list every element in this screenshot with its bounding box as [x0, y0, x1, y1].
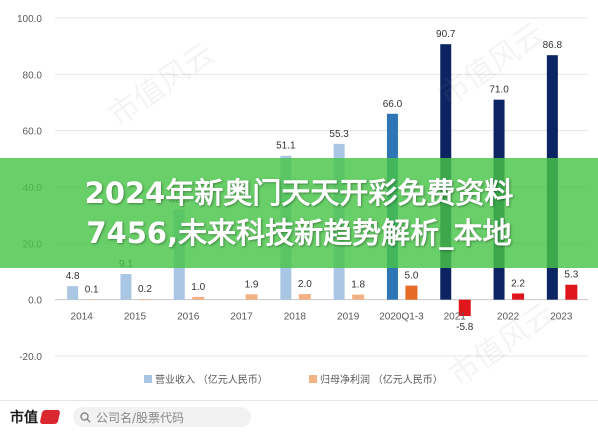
revenue-bar: [67, 286, 78, 300]
legend: 营业收入 （亿元人民币） 归母净利润 （亿元人民币）: [144, 373, 443, 386]
search-input[interactable]: 公司名/股票代码: [73, 407, 251, 427]
profit-bar: [192, 297, 204, 300]
profit-bar: [299, 294, 311, 300]
profit-value-label: 1.8: [351, 280, 365, 291]
profit-bar: [512, 293, 524, 299]
x-tick-label: 2023: [550, 312, 573, 323]
x-tick-label: 2016: [177, 312, 200, 323]
profit-value-label: 5.3: [564, 270, 578, 281]
revenue-value-label: 4.8: [66, 271, 80, 282]
search-placeholder: 公司名/股票代码: [96, 409, 184, 426]
x-tick-label: 2018: [284, 312, 307, 323]
x-tick-label: 2015: [124, 312, 147, 323]
brand-logo[interactable]: 市值: [10, 407, 59, 427]
x-tick-label: 2017: [230, 312, 253, 323]
y-tick-label: 0.0: [28, 296, 42, 307]
banner-line-2: 7456,未来科技新趋势解析_本地: [86, 213, 511, 253]
profit-value-label: 2.2: [511, 278, 525, 289]
brand-mark-icon: [40, 410, 61, 424]
profit-value-label: 1.9: [245, 279, 259, 290]
footer-bar: 市值 公司名/股票代码: [0, 400, 598, 433]
profit-value-label: -5.8: [456, 322, 474, 333]
legend-label-profit: 归母净利润 （亿元人民币）: [320, 373, 443, 386]
legend-label-revenue: 营业收入 （亿元人民币）: [155, 373, 268, 386]
profit-bar: [352, 295, 364, 300]
overlay-banner: 2024年新奥门天天开彩免费资料 7456,未来科技新趋势解析_本地: [0, 158, 598, 268]
profit-value-label: 0.2: [138, 284, 152, 295]
revenue-value-label: 90.7: [436, 29, 456, 40]
search-icon: [80, 412, 91, 423]
x-axis-ticks: 2014 2015 2016 2017 2018 2019 2020Q1-3 2021 2022…: [71, 312, 573, 323]
revenue-value-label: 66.0: [383, 99, 403, 110]
revenue-value-label: 71.0: [489, 85, 509, 96]
revenue-value-label: 51.1: [276, 141, 296, 152]
x-tick-label: 2019: [337, 312, 360, 323]
legend-swatch-revenue: [144, 375, 152, 383]
profit-value-label: 1.0: [191, 282, 205, 293]
revenue-bar: [120, 274, 131, 300]
profit-bar: [246, 294, 258, 299]
banner-line-1: 2024年新奥门天天开彩免费资料: [85, 173, 514, 213]
profit-bar: [405, 286, 417, 300]
profit-bar: [139, 299, 151, 300]
y-tick-label: 80.0: [23, 70, 43, 81]
legend-swatch-profit: [309, 375, 317, 383]
profit-value-label: 5.0: [404, 271, 418, 282]
x-tick-label: 2021: [444, 312, 467, 323]
profit-bar: [565, 285, 577, 300]
revenue-value-label: 55.3: [329, 129, 349, 140]
x-tick-label: 2022: [497, 312, 520, 323]
profit-value-label: 0.1: [85, 284, 99, 295]
y-tick-label: 100.0: [17, 14, 42, 25]
revenue-value-label: 86.8: [543, 40, 563, 51]
profit-value-label: 2.0: [298, 279, 312, 290]
x-tick-label: 2014: [71, 312, 94, 323]
y-tick-label: 60.0: [23, 127, 43, 138]
brand-name: 市值: [10, 407, 38, 427]
y-tick-label: -20.0: [19, 352, 42, 363]
x-tick-label: 2020Q1-3: [379, 312, 424, 323]
